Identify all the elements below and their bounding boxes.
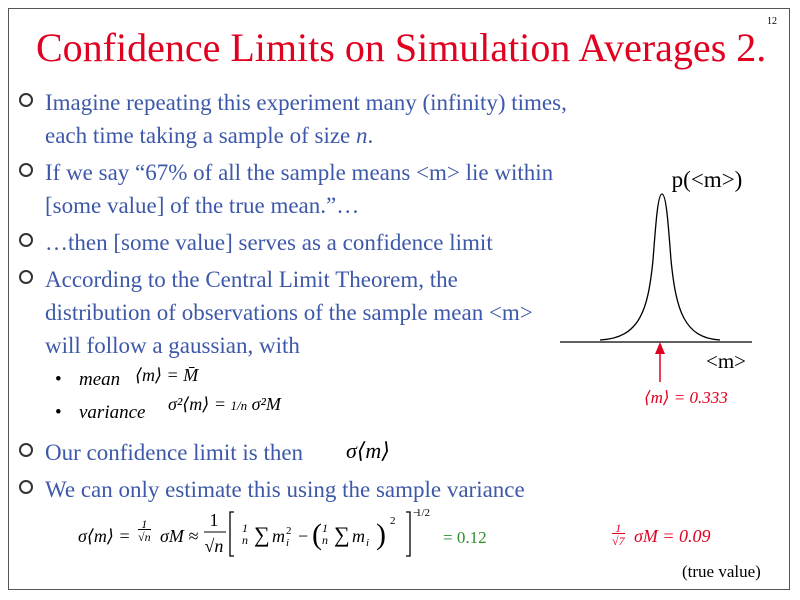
formula-variance: σ²⟨m⟩ = 1/n σ²M <box>168 394 281 415</box>
formula-variance-lhs: σ²⟨m⟩ = <box>168 394 226 414</box>
bullet-central-limit: According to the Central Limit Theorem, … <box>19 263 564 362</box>
true-value-frac-den: √7 <box>612 533 625 548</box>
slide-number: 12 <box>767 16 777 27</box>
bullet-sample-variance: We can only estimate this using the samp… <box>19 473 619 506</box>
sub-bullet-label: mean <box>79 369 121 390</box>
bullet-confidence-limit: Our confidence limit is then <box>19 436 349 469</box>
formula-variance-rhs: σ²M <box>251 394 281 414</box>
formula-paren-open: ( <box>312 518 322 551</box>
true-value-frac: 1 √7 <box>612 521 625 548</box>
formula-sum-1: ∑ <box>254 522 270 547</box>
slide-title: Confidence Limits on Simulation Averages… <box>36 25 767 70</box>
formula-conf-limit: σ⟨m⟩ <box>346 438 390 463</box>
bullet-circle-icon <box>19 233 33 247</box>
bullet-if-we-say: If we say “67% of all the sample means <… <box>19 156 579 222</box>
graph-x-label: <m> <box>706 349 746 373</box>
bullet-circle-icon <box>19 480 33 494</box>
formula-mean: ⟨m⟩ = M̄ <box>135 365 199 385</box>
sub-bullet-label: variance <box>79 402 146 423</box>
marker-arrow-head <box>655 342 665 354</box>
formula-variance-frac: 1/n <box>230 398 248 413</box>
gaussian-graph: p(<m>) <m> ⟨m⟩ = 0.333 <box>560 167 752 407</box>
true-value-label: (true value) <box>682 562 761 581</box>
formula-sub-i: i <box>286 537 289 549</box>
formula-estimate-mid: σM ≈ <box>160 526 199 546</box>
bullet-text: According to the Central Limit Theorem, … <box>45 267 533 358</box>
formula-inner-frac-2n: n <box>322 533 328 547</box>
bullet-text: …then [some value] serves as a confidenc… <box>45 230 493 255</box>
formula-frac-den: √n <box>205 536 224 556</box>
formula-mi: m <box>352 526 365 546</box>
marker-label: ⟨m⟩ = 0.333 <box>644 388 728 407</box>
bullet-imagine: Imagine repeating this experiment many (… <box>19 86 579 152</box>
bullet-text: If we say “67% of all the sample means <… <box>45 160 554 218</box>
formula-exp-2b: 2 <box>390 515 396 527</box>
slide-frame <box>8 8 790 590</box>
sub-bullet-dot: • <box>55 402 62 423</box>
formula-exp-2: 2 <box>286 525 292 537</box>
formula-estimate-frac: 1 √n <box>138 517 151 544</box>
formula-bracket-right <box>406 511 411 557</box>
formula-paren-close: ) <box>376 518 386 551</box>
formula-minus: − <box>298 526 308 546</box>
formula-bracket-left <box>229 511 234 557</box>
formula-exponent: 1/2 <box>416 507 430 519</box>
formula-sum-2: ∑ <box>334 522 350 547</box>
bullet-text: Our confidence limit is then <box>45 440 304 465</box>
bullet-circle-icon <box>19 163 33 177</box>
bullet-then: …then [some value] serves as a confidenc… <box>19 226 579 259</box>
formula-estimate-lhs: σ⟨m⟩ = <box>78 526 131 546</box>
bullet-circle-icon <box>19 443 33 457</box>
formula-inner-frac-n: n <box>242 533 248 547</box>
sub-bullet-dot: • <box>55 369 62 390</box>
formula-estimate-sqrt: 1 √n 1 n ∑ m 2 i − ( 1 n ∑ m i ) 2 1/2 − <box>204 507 430 557</box>
formula-inner-frac: 1 <box>242 521 248 535</box>
gaussian-curve <box>599 193 721 341</box>
bullet-text-end: . <box>367 123 374 148</box>
graph-y-label: p(<m>) <box>672 167 743 192</box>
formula-inner-frac-2: 1 <box>322 521 328 535</box>
formula-mi-sq: m <box>272 526 285 546</box>
formula-estimate-result: = 0.12 <box>443 528 487 547</box>
formula-exponent-minus: − <box>413 507 419 519</box>
bullet-italic-n: n <box>356 123 368 148</box>
formula-frac-num: 1 <box>210 510 219 530</box>
bullet-text: We can only estimate this using the samp… <box>45 477 525 502</box>
true-value-expr: σM = 0.09 <box>634 526 711 546</box>
bullet-circle-icon <box>19 93 33 107</box>
bullet-circle-icon <box>19 270 33 284</box>
bullet-text: Imagine repeating this experiment many (… <box>45 90 567 148</box>
formula-sub-i-2: i <box>366 537 369 549</box>
